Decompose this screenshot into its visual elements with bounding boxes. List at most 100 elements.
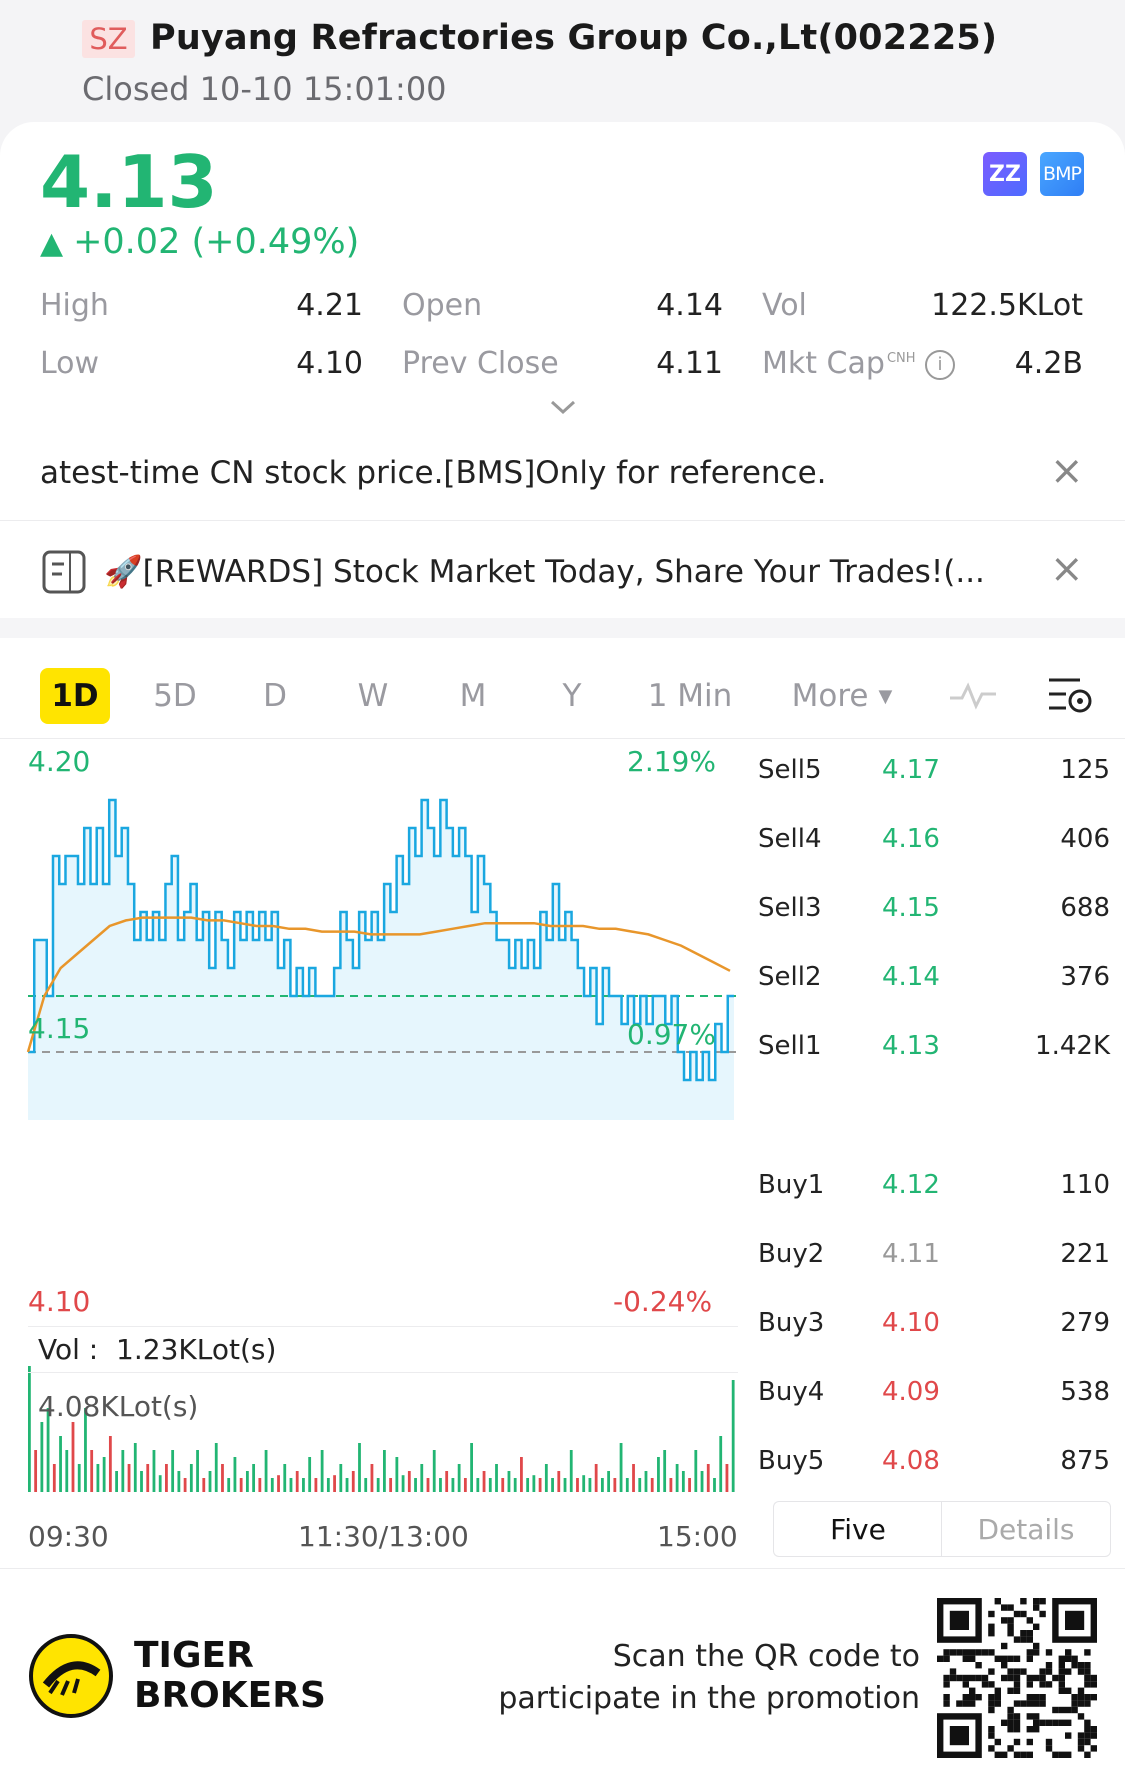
volume-bar [426, 1478, 430, 1492]
qr-module [1007, 1655, 1014, 1662]
qr-module [1033, 1719, 1040, 1726]
volume-bar [532, 1475, 536, 1492]
stat-mkt-cap-value: 4.2B [1014, 346, 1083, 381]
close-icon[interactable]: × [1050, 546, 1084, 592]
qr-module [988, 1681, 995, 1688]
rewards-text[interactable]: 🚀[REWARDS] Stock Market Today, Share You… [104, 554, 985, 590]
qr-module [975, 1674, 982, 1682]
qr-module [1090, 1726, 1097, 1733]
promo-text: Scan the QR code to participate in the p… [440, 1636, 920, 1720]
volume-bar [302, 1478, 305, 1492]
intraday-chart[interactable] [0, 740, 740, 1520]
info-icon[interactable]: i [925, 349, 956, 380]
sell-level-label: Sell4 [758, 824, 822, 854]
chevron-down-icon[interactable] [548, 398, 578, 416]
up-arrow-icon: ▲ [40, 226, 64, 261]
qr-module [1045, 1662, 1053, 1669]
qr-module [1033, 1642, 1040, 1650]
stat-low-value: 4.10 [296, 346, 363, 381]
qr-module [1084, 1649, 1091, 1656]
volume-bar [358, 1443, 361, 1492]
settings-icon[interactable] [1046, 674, 1096, 716]
close-icon[interactable]: × [1050, 448, 1084, 494]
divider [0, 520, 1125, 521]
tab-more[interactable]: More ▼ [782, 668, 902, 724]
volume-bar [214, 1443, 218, 1492]
volume-bar [619, 1443, 623, 1492]
details-toggle-button[interactable]: Details [941, 1501, 1111, 1557]
qr-code-icon[interactable] [937, 1598, 1097, 1758]
qr-module [943, 1681, 950, 1688]
qr-module [1058, 1662, 1065, 1669]
tab-d[interactable]: D [263, 678, 287, 714]
qr-module [1033, 1713, 1040, 1720]
volume-bar [507, 1471, 511, 1492]
sell-level-label: Sell3 [758, 893, 822, 923]
volume-bar [364, 1478, 368, 1492]
volume-bar [239, 1478, 243, 1492]
divider [0, 1568, 1125, 1569]
volume-bar [270, 1478, 274, 1492]
volume-bar [538, 1478, 542, 1492]
qr-module [962, 1655, 969, 1662]
qr-module [1013, 1726, 1021, 1733]
qr-module [1013, 1668, 1021, 1675]
tab-1d[interactable]: 1D [40, 668, 110, 724]
qr-module [988, 1726, 995, 1733]
qr-module [1065, 1668, 1072, 1675]
volume-bar [688, 1478, 691, 1492]
qr-module [1013, 1610, 1021, 1618]
volume-bar [71, 1422, 75, 1492]
sell-level-label: Sell1 [758, 1031, 822, 1061]
stat-open-label: Open [402, 288, 483, 323]
wave-icon[interactable] [948, 676, 998, 712]
tab-w[interactable]: W [357, 678, 389, 714]
tab-1min[interactable]: 1 Min [647, 678, 733, 714]
qr-module [962, 1674, 969, 1682]
qr-module [994, 1738, 1001, 1746]
currency-tag: CNH [886, 351, 916, 366]
tab-5d[interactable]: 5D [153, 678, 197, 714]
volume-bar [333, 1475, 336, 1492]
qr-module [1020, 1636, 1027, 1643]
zz-logo-icon[interactable]: ZZ [983, 152, 1027, 196]
x-label-start: 09:30 [28, 1520, 109, 1553]
qr-module [1058, 1655, 1065, 1662]
qr-module [1039, 1668, 1046, 1675]
volume-bar [706, 1464, 710, 1492]
tab-y[interactable]: Y [562, 678, 582, 714]
qr-module [1020, 1630, 1027, 1637]
qr-module [975, 1694, 982, 1701]
qr-module [1007, 1674, 1014, 1682]
qr-module [1045, 1649, 1053, 1656]
volume-value: 1.23KLot(s) [116, 1333, 277, 1366]
qr-module [969, 1700, 976, 1707]
volume-bar [395, 1457, 399, 1492]
volume-bar [650, 1478, 654, 1492]
stat-high-value: 4.21 [296, 288, 363, 323]
qr-module [1013, 1687, 1021, 1694]
tab-m[interactable]: M [459, 678, 487, 714]
y-label-mid: 4.15 [28, 1012, 91, 1045]
qr-module [1077, 1687, 1085, 1694]
qr-module [1020, 1610, 1027, 1618]
qr-module [1090, 1694, 1097, 1701]
qr-module [1033, 1694, 1040, 1701]
qr-module [1065, 1751, 1072, 1758]
qr-module [1033, 1726, 1040, 1733]
bmp-logo-icon[interactable]: BMP [1040, 152, 1084, 196]
qr-module [1077, 1732, 1085, 1739]
qr-module [988, 1649, 995, 1656]
buy-level-label: Buy1 [758, 1170, 825, 1200]
volume-bar [457, 1464, 461, 1492]
volume-bar [588, 1478, 592, 1492]
qr-module [1026, 1738, 1033, 1746]
buy-level-qty: 538 [1060, 1377, 1110, 1407]
volume-bar [108, 1436, 112, 1492]
qr-module [994, 1694, 1001, 1701]
five-toggle-button[interactable]: Five [773, 1501, 942, 1557]
qr-module [1039, 1598, 1046, 1605]
brand-name: TIGER BROKERS [134, 1636, 326, 1716]
sell-level-qty: 125 [1060, 755, 1110, 785]
qr-module [1065, 1687, 1072, 1694]
